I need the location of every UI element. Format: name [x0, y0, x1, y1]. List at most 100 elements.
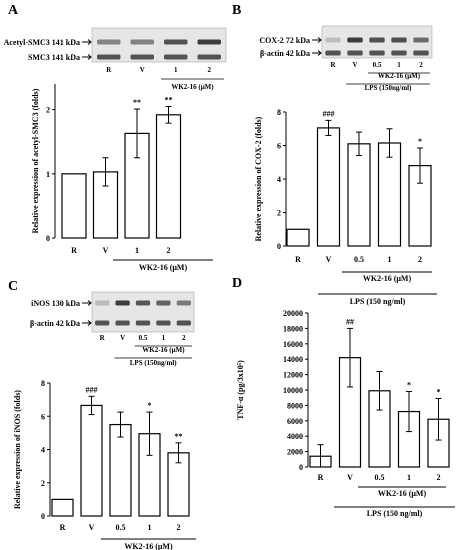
category-label: 2	[437, 473, 441, 482]
y-tick-label: 8	[41, 379, 45, 388]
lps-label: LPS (150 ng/ml)	[350, 297, 406, 306]
y-axis-label: Relative expression of COX-2 (folds)	[254, 116, 263, 241]
y-tick-label: 1	[46, 170, 50, 179]
blot-band	[135, 300, 151, 306]
y-axis-label: Relative expression of acetyl-SMC3 (fold…	[31, 88, 40, 233]
blot-lane-label: 0.5	[139, 334, 148, 342]
significance-mark: ###	[86, 385, 98, 394]
blot-lane-label: 0.5	[373, 61, 382, 69]
significance-mark: **	[175, 432, 183, 441]
y-tick-label: 6000	[287, 417, 303, 426]
blot-arrow-head	[87, 54, 92, 60]
blot-label: β-actin 42 kDa	[260, 49, 310, 58]
significance-mark: *	[418, 137, 422, 146]
bar-chart: 0 1 2 Relative expression of acetyl-SMC3 (f…	[31, 84, 213, 272]
bar	[377, 142, 402, 247]
category-label: V	[89, 523, 95, 532]
group-label: WK2-16 (μM)	[363, 274, 412, 283]
category-label: R	[60, 523, 66, 532]
blot-band	[413, 50, 429, 56]
blot-band	[325, 50, 341, 56]
bar-chart: 0 2 4 6 8 Relative expression of iNOS (folds)…	[13, 379, 196, 550]
bar	[347, 143, 371, 247]
blot-band	[115, 320, 130, 326]
blot-band	[135, 320, 151, 326]
y-axis-label: TNF-α (pg/3x10⁵)	[236, 360, 245, 420]
lps-label: LPS (150 ng/ml)	[367, 509, 423, 518]
group-label: WK2-16 (μM)	[139, 263, 188, 272]
blot-band	[176, 300, 191, 306]
category-label: 2	[177, 523, 181, 532]
category-label: 0.5	[354, 255, 364, 264]
bar-chart: 0 2000 4000 6000 8000 10000 12000 14000 16000 180…	[236, 309, 455, 518]
blot-arrow-head	[87, 300, 92, 306]
western-blot: COX-2 72 kDa β-actin 42 kDa R V 0.5 1 2 WK2-16 …	[259, 25, 433, 92]
y-tick-label: 10000	[283, 386, 303, 395]
y-tick-label: 18000	[283, 324, 303, 333]
significance-mark: *	[437, 387, 441, 396]
blot-label: β-actin 42 kDa	[30, 319, 80, 328]
blot-lane-label: V	[352, 61, 357, 69]
panel-letter: A	[8, 3, 19, 18]
y-tick-label: 2	[46, 106, 50, 115]
bar	[286, 228, 310, 247]
y-tick-label: 16000	[283, 340, 303, 349]
blot-band	[391, 37, 407, 43]
y-tick-label: 2	[41, 479, 45, 488]
y-axis-label: Relative expression of iNOS (folds)	[13, 390, 22, 509]
significance-mark: *	[148, 401, 152, 410]
y-tick-label: 12000	[283, 371, 303, 380]
bar-chart: 0 2 4 6 8 Relative expression of COX-2 (folds…	[254, 108, 437, 306]
category-label: 1	[148, 523, 152, 532]
blot-band	[369, 37, 385, 43]
blot-band	[325, 37, 341, 43]
blot-band	[176, 320, 191, 326]
blot-group-label: WK2-16 (μM)	[142, 346, 185, 354]
blot-band	[347, 37, 363, 43]
blot-lane-label: V	[120, 334, 125, 342]
bar	[51, 498, 74, 517]
blot-group-label: WK2-16 (μM)	[378, 72, 421, 80]
significance-mark: **	[165, 95, 173, 104]
category-label: 2	[167, 246, 171, 255]
blot-band	[391, 50, 407, 56]
category-label: 0.5	[116, 523, 126, 532]
y-tick-label: 6	[41, 412, 45, 421]
y-tick-label: 4	[41, 446, 45, 455]
panel-a: A Acetyl-SMC3 141 kDa SMC3 141 kDa R V 1 2 WK2-…	[4, 3, 227, 272]
blot-lane-label: R	[100, 334, 106, 342]
blot-arrow-head	[317, 37, 322, 43]
category-label: V	[326, 255, 332, 264]
group-label: WK2-16 (μM)	[124, 542, 173, 550]
blot-band	[197, 54, 221, 60]
y-tick-label: 0	[41, 512, 45, 521]
significance-mark: ###	[323, 109, 335, 118]
bar	[109, 423, 132, 517]
bar	[61, 173, 87, 239]
blot-lane-label: 2	[208, 66, 212, 74]
western-blot: iNOS 130 kDa β-actin 42 kDa R V 0.5 1 2 WK2-16 …	[30, 291, 195, 367]
y-tick-label: 0	[46, 234, 50, 243]
y-tick-label: 6	[277, 142, 281, 151]
category-label: 1	[407, 473, 411, 482]
group-label: WK2-16 (μM)	[378, 489, 427, 498]
y-tick-label: 14000	[283, 355, 303, 364]
blot-band	[197, 39, 221, 45]
blot-band	[97, 39, 121, 45]
y-tick-label: 4	[277, 175, 281, 184]
blot-arrow-head	[87, 39, 92, 45]
significance-mark: **	[133, 98, 141, 107]
blot-lane-label: R	[330, 61, 336, 69]
blot-label: SMC3 141 kDa	[28, 53, 80, 62]
blot-lane-label: 1	[174, 66, 178, 74]
bar	[155, 114, 182, 239]
category-label: R	[318, 473, 324, 482]
panel-d: D 0 2000 4000 6000 8000 10000 12000 14000 16000 18…	[232, 276, 455, 518]
blot-band	[164, 54, 188, 60]
blot-lps-label: LPS (150ng/ml)	[365, 84, 413, 92]
western-blot: Acetyl-SMC3 141 kDa SMC3 141 kDa R V 1 2 WK2-1…	[4, 27, 227, 91]
blot-lane-label: 1	[397, 61, 401, 69]
blot-band	[95, 320, 110, 326]
